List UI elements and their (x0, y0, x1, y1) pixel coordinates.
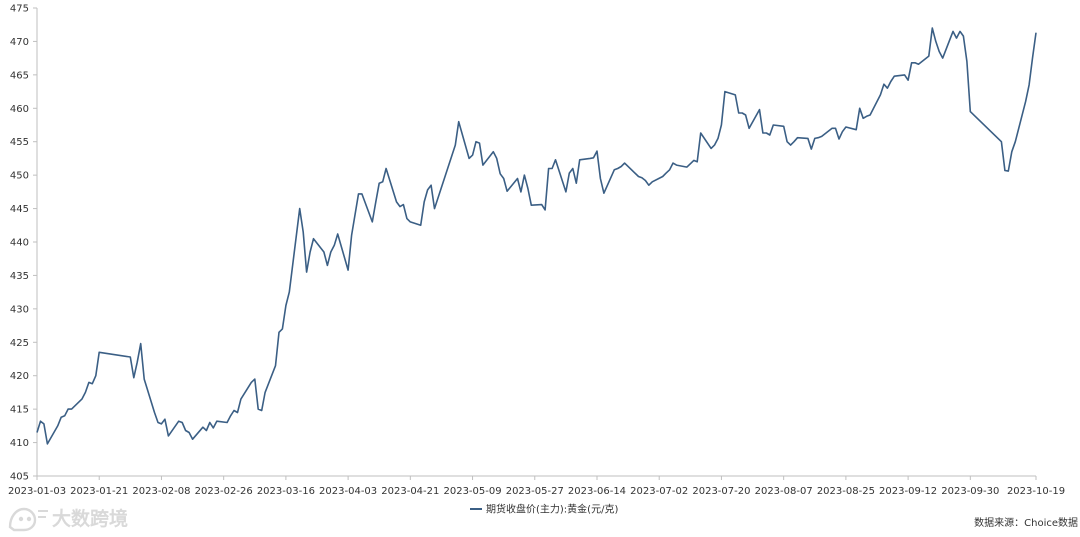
x-tick-label: 2023-02-08 (132, 486, 190, 497)
y-tick-label: 425 (10, 338, 29, 349)
y-tick-label: 420 (10, 371, 29, 382)
x-tick-label: 2023-10-19 (1007, 486, 1065, 497)
x-tick-label: 2023-07-20 (692, 486, 750, 497)
y-tick-label: 450 (10, 171, 29, 182)
axes: 405 410 415 420 425 430 435 440 445 450 455 460 465 4… (8, 4, 1065, 498)
x-tick-label: 2023-04-03 (319, 486, 377, 497)
y-tick-label: 460 (10, 104, 29, 115)
y-tick-label: 440 (10, 238, 29, 249)
y-tick-label: 475 (10, 4, 29, 15)
legend-label: 期货收盘价(主力):黄金(元/克) (486, 503, 618, 516)
y-tick-label: 455 (10, 137, 29, 148)
x-tick-label: 2023-09-12 (879, 486, 937, 497)
y-tick-label: 410 (10, 438, 29, 449)
x-tick-label: 2023-04-21 (381, 486, 439, 497)
fox-logo-icon (8, 507, 48, 532)
y-tick-label: 465 (10, 70, 29, 81)
x-tick-label: 2023-09-30 (941, 486, 999, 497)
series-line (36, 27, 1037, 445)
x-tick-label: 2023-06-14 (568, 486, 626, 497)
series-lines (36, 27, 1037, 445)
x-tick-label: 2023-03-16 (257, 486, 315, 497)
y-tick-label: 430 (10, 304, 29, 315)
x-tick-label: 2023-05-27 (506, 486, 564, 497)
x-tick-label: 2023-05-09 (443, 486, 501, 497)
x-tick-label: 2023-08-25 (817, 486, 875, 497)
x-tick-label: 2023-01-03 (8, 486, 66, 497)
watermark-text: 大数跨境 (52, 507, 128, 530)
x-tick-label: 2023-08-07 (755, 486, 813, 497)
source-note: 数据来源：Choice数据 (974, 516, 1078, 529)
y-tick-label: 415 (10, 405, 29, 416)
y-tick-label: 405 (10, 472, 29, 483)
x-tick-label: 2023-07-02 (630, 486, 688, 497)
legend: 期货收盘价(主力):黄金(元/克) (470, 503, 618, 516)
x-tick-label: 2023-01-21 (70, 486, 128, 497)
y-tick-label: 470 (10, 37, 29, 48)
y-tick-label: 445 (10, 204, 29, 215)
watermark: 大数跨境 (8, 507, 128, 532)
y-tick-label: 435 (10, 271, 29, 282)
x-tick-label: 2023-02-26 (195, 486, 253, 497)
